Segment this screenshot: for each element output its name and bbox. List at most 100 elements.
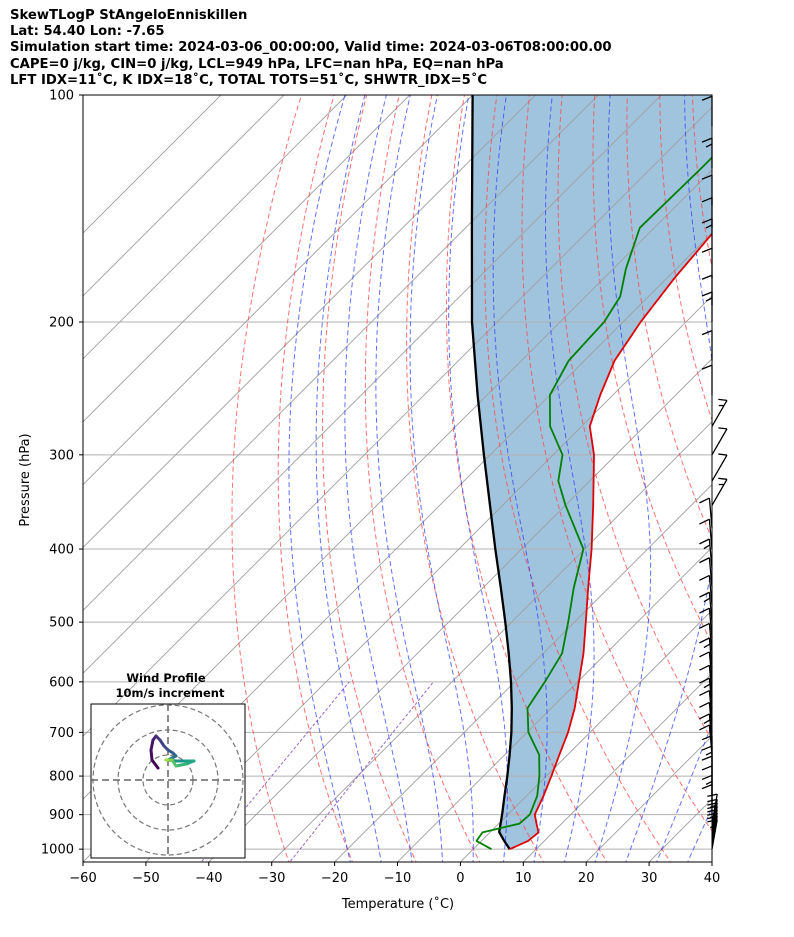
wind-barb-flag (701, 247, 713, 253)
wind-barb-flag (699, 574, 710, 581)
wind-barb (699, 713, 713, 744)
wind-barb-staff (708, 592, 713, 623)
isotherm (83, 95, 662, 674)
wind-barb-flag (701, 291, 713, 297)
wind-barb-staff (711, 400, 728, 427)
x-axis-label: Temperature (˚C) (341, 896, 454, 912)
plot-area (83, 60, 794, 865)
wind-barb-half-flag (705, 143, 713, 148)
dry-adiabat (406, 95, 544, 862)
wind-barb-flag (701, 174, 713, 180)
wind-barb-staff (708, 608, 713, 639)
wind-barb-half-flag (703, 719, 711, 725)
dry-adiabat (724, 78, 794, 865)
wind-barb-flag (699, 664, 710, 671)
isotherm (83, 95, 285, 297)
isotherm (772, 60, 794, 865)
wind-barb-flag (701, 197, 713, 203)
wind-barb-flag (699, 651, 710, 658)
wind-barb-flag (699, 724, 710, 731)
wind-barb-flag (699, 518, 710, 525)
moist-adiabat (545, 95, 595, 862)
wind-barb-staff (708, 651, 713, 682)
wind-barb-staff (711, 793, 718, 824)
wind-barb-flag (699, 607, 710, 614)
wind-barb-flag (699, 637, 710, 644)
wind-barb (701, 291, 713, 323)
dry-adiabat (756, 78, 794, 865)
wind-barb (699, 538, 713, 569)
y-tick-label: 100 (49, 89, 74, 104)
y-axis-label: Pressure (hPa) (18, 433, 33, 526)
moist-adiabat (409, 95, 474, 862)
wind-barb-flag (718, 398, 728, 401)
dry-adiabat (484, 95, 672, 862)
wind-barb-flag (701, 774, 713, 781)
wind-barb-flag (701, 364, 713, 370)
parcel-line (470, 95, 513, 850)
wind-barb-flag (701, 755, 713, 761)
isotherm (711, 861, 712, 862)
wind-barb (701, 174, 713, 206)
hodograph-trace-segment (174, 762, 188, 768)
wind-barb-flag (701, 218, 713, 224)
wind-barb (699, 557, 713, 588)
wind-barb (699, 518, 713, 550)
y-tick-label: 800 (49, 770, 74, 785)
wind-barb (699, 677, 713, 709)
wind-barb-flag (699, 689, 710, 696)
location-line: Lat: 54.40 Lon: -7.65 (10, 24, 165, 40)
wind-barb-staff (708, 623, 713, 654)
moist-adiabat (594, 95, 652, 862)
wind-barb-staff (708, 557, 713, 588)
wind-barb-staff (711, 479, 728, 506)
wind-barb-staff (708, 497, 713, 528)
wind-barb-half-flag (705, 297, 713, 302)
wind-barb (711, 453, 728, 482)
dry-adiabat (322, 95, 417, 862)
y-tick-label: 1000 (41, 843, 74, 858)
y-tick-label: 600 (49, 675, 74, 690)
hodograph-title: Wind Profile (126, 671, 206, 685)
moist-adiabat (315, 95, 382, 862)
hodograph-trace-segment (149, 738, 155, 752)
y-tick-label: 900 (49, 808, 74, 823)
isotherm (83, 95, 411, 423)
x-tick-label: 40 (704, 871, 721, 886)
wind-barb-half-flag (705, 751, 713, 756)
wind-barb-flag (701, 95, 713, 101)
wind-barb-flag (718, 427, 728, 430)
wind-barb (699, 724, 713, 755)
wind-barb (699, 607, 713, 639)
wind-barbs (699, 95, 728, 850)
moist-adiabat (717, 95, 794, 865)
x-tick-label: −50 (132, 871, 159, 886)
parcel-shading (471, 95, 712, 850)
wind-barb-flag (699, 497, 710, 504)
wind-barb-flag (718, 477, 728, 480)
hodograph-trace-segment (149, 748, 154, 762)
hodograph-subtitle: 10m/s increment (116, 686, 225, 700)
wind-barb-flag (699, 677, 710, 684)
dry-adiabat (626, 95, 712, 541)
x-tick-label: 20 (578, 871, 595, 886)
moist-adiabat (625, 95, 712, 862)
x-tick-label: −10 (384, 871, 411, 886)
isotherm (83, 95, 222, 234)
wind-barb (701, 95, 713, 127)
dry-adiabat (521, 95, 712, 832)
wind-barb-flag (701, 137, 713, 143)
isotherm (83, 95, 537, 549)
wind-barb (701, 329, 713, 361)
temperature-line (509, 232, 712, 851)
wind-barb-staff (708, 665, 713, 696)
wind-barb-half-flag (703, 643, 711, 649)
wind-barb-flag (701, 274, 713, 280)
wind-barb-staff (708, 724, 713, 755)
wind-barb (701, 364, 713, 396)
x-tick-label: 0 (456, 871, 464, 886)
wind-barb-flag (699, 591, 710, 598)
hodograph-inset: Wind Profile 10m/s increment (90, 671, 246, 859)
x-tick-label: −60 (69, 871, 96, 886)
wind-barb (699, 701, 713, 733)
